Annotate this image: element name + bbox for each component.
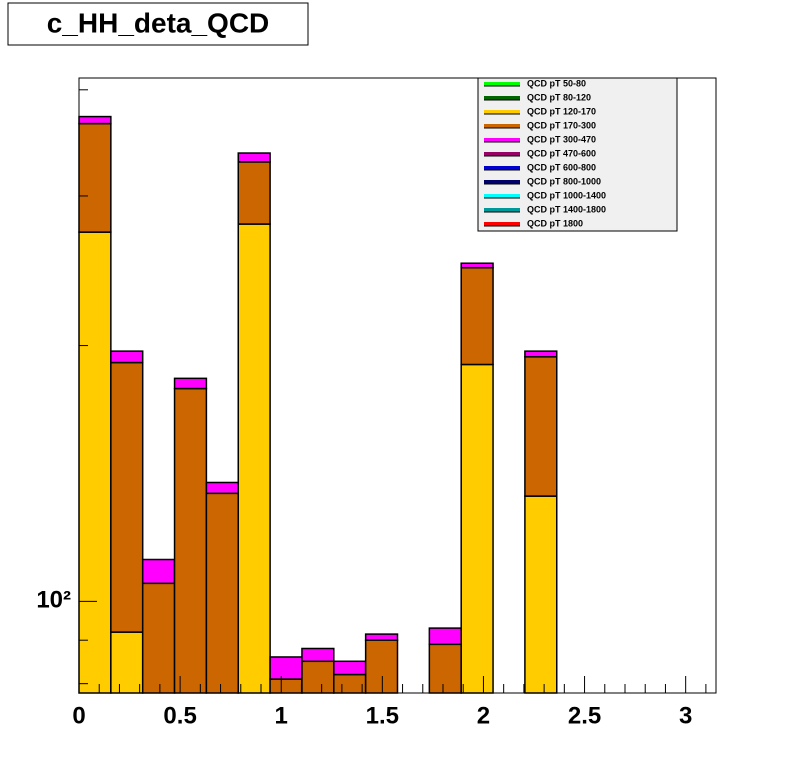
y-tick-label: 10²	[36, 587, 71, 614]
histogram-bar	[524, 495, 558, 694]
histogram-bar	[269, 656, 303, 680]
histogram-bar	[205, 492, 239, 694]
histogram-bar	[110, 361, 144, 633]
legend-label: QCD pT 120-170	[527, 106, 596, 116]
x-tick-label: 3	[679, 702, 692, 729]
histogram-bar	[110, 350, 144, 364]
x-tick-label: 0	[72, 702, 85, 729]
histogram-bar	[364, 639, 399, 694]
histogram-bar	[269, 678, 303, 694]
legend-label: QCD pT 50-80	[527, 78, 586, 88]
histogram-bar	[301, 647, 335, 663]
histogram-bar	[524, 356, 558, 497]
legend-label: QCD pT 300-470	[527, 134, 596, 144]
plot-border	[78, 77, 717, 694]
histogram-bar	[78, 115, 112, 125]
x-tick-label: 2.5	[568, 702, 601, 729]
legend-label: QCD pT 470-600	[527, 148, 596, 158]
histogram-bar	[205, 481, 239, 495]
legend: QCD pT 50-80 QCD pT 80-120 QCD pT 120-170 Q…	[477, 77, 678, 232]
x-tick-label: 2	[477, 702, 490, 729]
histogram-bar	[333, 673, 367, 694]
x-tick-label: 1.5	[366, 702, 399, 729]
histogram-bar	[301, 660, 335, 694]
legend-label: QCD pT 170-300	[527, 120, 596, 130]
histogram-bar	[460, 262, 494, 269]
x-tick-label: 0.5	[163, 702, 196, 729]
histogram-bar	[460, 363, 494, 694]
x-tick-label: 1	[275, 702, 288, 729]
histogram-bar	[110, 631, 144, 694]
histogram-bar	[141, 558, 176, 585]
histogram-bar	[173, 377, 208, 390]
histogram-bar	[237, 152, 271, 163]
legend-label: QCD pT 1800	[527, 218, 583, 228]
histogram-bar	[428, 643, 462, 694]
legend-label: QCD pT 600-800	[527, 162, 596, 172]
legend-label: QCD pT 1000-1400	[527, 190, 606, 200]
title-box	[7, 2, 309, 46]
chart-title: c_HH_deta_QCD	[47, 7, 270, 38]
histogram-bar	[524, 350, 558, 358]
histogram-bar	[428, 627, 462, 646]
histogram-bar	[78, 231, 112, 694]
histogram-bar	[237, 161, 271, 225]
histogram-bar	[364, 633, 399, 641]
histogram-bar	[173, 387, 208, 694]
histogram-bar	[237, 223, 271, 694]
histogram-bar	[333, 660, 367, 676]
legend-label: QCD pT 80-120	[527, 92, 591, 102]
histogram-bar	[78, 122, 112, 233]
histogram-bar	[460, 266, 494, 366]
legend-label: QCD pT 800-1000	[527, 176, 601, 186]
legend-label: QCD pT 1400-1800	[527, 204, 606, 214]
histogram-bar	[141, 582, 176, 694]
